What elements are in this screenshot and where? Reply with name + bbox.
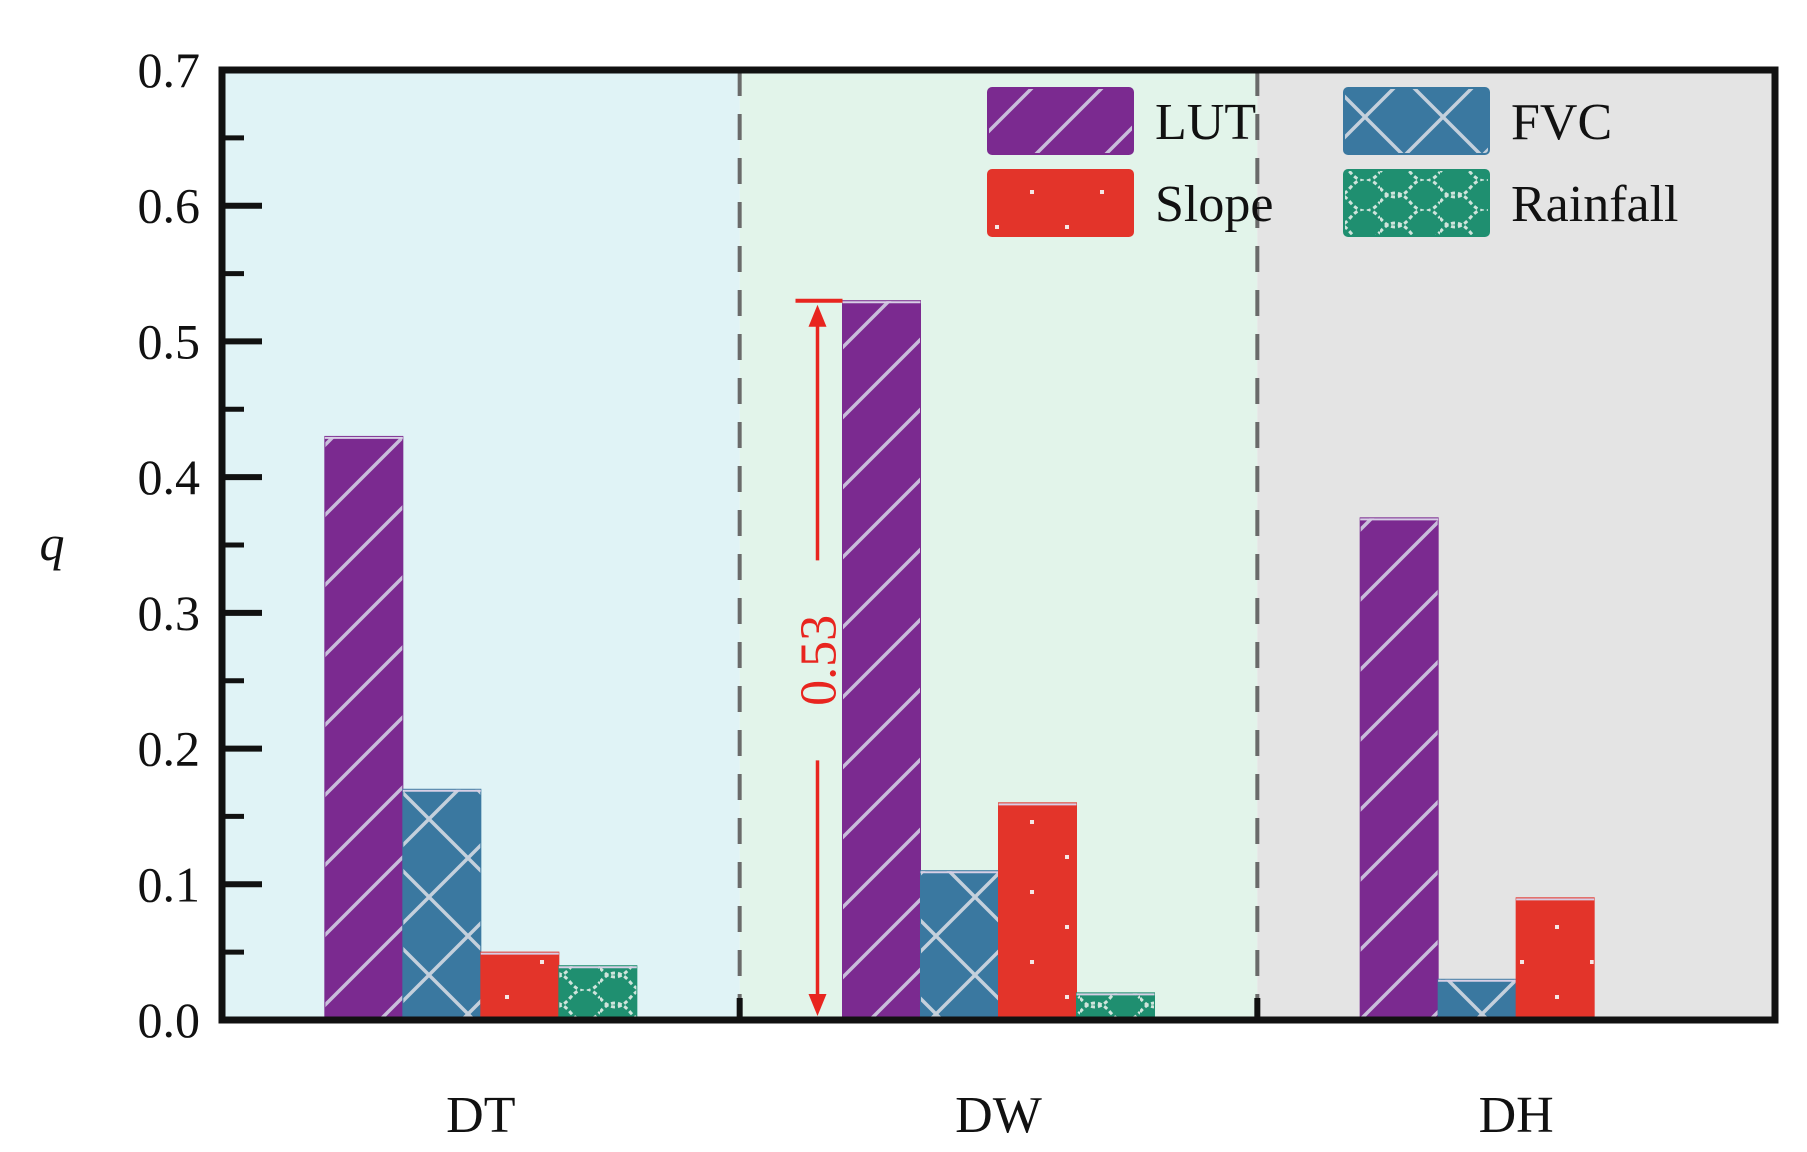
y-tick-label: 0.0 bbox=[138, 992, 201, 1048]
legend-item-fvc: FVC bbox=[1343, 87, 1612, 155]
x-category-label: DT bbox=[446, 1087, 515, 1144]
annotation-arrowhead-up bbox=[808, 304, 827, 327]
legend-layer: LUT FVC Slope Rainfall bbox=[987, 87, 1679, 237]
legend-label-lut: LUT bbox=[1155, 94, 1256, 151]
bar-fvc-dt bbox=[402, 788, 482, 1021]
legend-item-lut: LUT bbox=[987, 87, 1256, 155]
y-axis-title: q bbox=[40, 515, 65, 571]
bar-lut-dh bbox=[1359, 517, 1439, 1021]
bar-slope-dw bbox=[998, 802, 1077, 1021]
bar-fvc-dh bbox=[1437, 978, 1517, 1021]
annotation-arrow: 0.53 bbox=[791, 298, 848, 1016]
y-tick-label: 0.6 bbox=[138, 178, 201, 234]
axes-layer: 0.0 0.1 0.2 0.3 0.4 0.5 0.6 0.7 DT DW DH q bbox=[40, 42, 1779, 1144]
legend-swatch-rainfall bbox=[1343, 169, 1490, 237]
annotation-layer: 0.53 bbox=[791, 298, 848, 1016]
bar-rainfall-dw bbox=[1076, 992, 1155, 1021]
legend-swatch-fvc bbox=[1343, 87, 1490, 155]
legend-item-slope: Slope bbox=[987, 169, 1273, 237]
legend-label-slope: Slope bbox=[1155, 176, 1273, 233]
x-category-label: DW bbox=[955, 1087, 1042, 1144]
annotation-arrowhead-down bbox=[808, 994, 827, 1016]
bar-lut-dt bbox=[324, 435, 404, 1021]
legend-label-rainfall: Rainfall bbox=[1511, 176, 1679, 233]
annotation-label: 0.53 bbox=[791, 615, 848, 706]
bar-fvc-dw bbox=[920, 870, 999, 1021]
y-tick-label: 0.2 bbox=[138, 721, 201, 777]
bar-slope-dt bbox=[480, 951, 560, 1021]
legend-item-rainfall: Rainfall bbox=[1343, 169, 1679, 237]
bar-rainfall-dt bbox=[558, 965, 638, 1021]
y-tick-label: 0.5 bbox=[138, 313, 201, 369]
y-tick-label: 0.3 bbox=[138, 585, 201, 641]
legend-label-fvc: FVC bbox=[1511, 94, 1612, 151]
bar-lut-dw bbox=[842, 300, 921, 1021]
bar-slope-dh bbox=[1515, 897, 1595, 1021]
legend-swatch-lut bbox=[987, 87, 1134, 155]
y-tick-label: 0.4 bbox=[138, 449, 201, 505]
legend-swatch-slope bbox=[987, 169, 1134, 237]
y-tick-label: 0.1 bbox=[138, 856, 201, 912]
y-tick-label: 0.7 bbox=[138, 42, 201, 98]
bars-layer bbox=[324, 300, 1595, 1021]
x-category-label: DH bbox=[1479, 1087, 1554, 1144]
